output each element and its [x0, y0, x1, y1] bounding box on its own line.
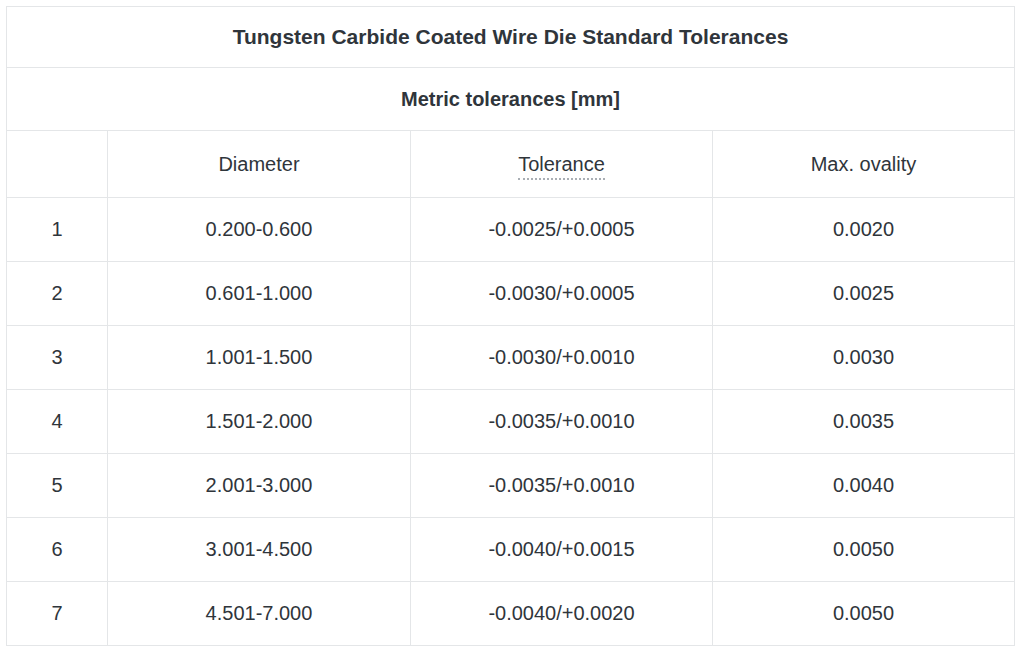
tolerance-cell: -0.0040/+0.0020	[411, 582, 713, 646]
tolerance-term[interactable]: Tolerance	[518, 153, 605, 180]
table-subtitle-row: Metric tolerances [mm]	[7, 68, 1015, 131]
table-row: 63.001-4.500-0.0040/+0.00150.0050	[7, 518, 1015, 582]
tolerance-cell: -0.0030/+0.0010	[411, 326, 713, 390]
max-ovality-cell: 0.0030	[713, 326, 1015, 390]
table-title-row: Tungsten Carbide Coated Wire Die Standar…	[7, 7, 1015, 68]
table-title: Tungsten Carbide Coated Wire Die Standar…	[7, 7, 1015, 68]
row-index-cell: 2	[7, 262, 108, 326]
tolerance-cell: -0.0035/+0.0010	[411, 454, 713, 518]
table-row: 74.501-7.000-0.0040/+0.00200.0050	[7, 582, 1015, 646]
table-row: 31.001-1.500-0.0030/+0.00100.0030	[7, 326, 1015, 390]
diameter-cell: 0.200-0.600	[108, 198, 411, 262]
table-header-row: Diameter Tolerance Max. ovality	[7, 131, 1015, 198]
max-ovality-cell: 0.0050	[713, 518, 1015, 582]
tolerance-cell: -0.0040/+0.0015	[411, 518, 713, 582]
row-index-cell: 3	[7, 326, 108, 390]
diameter-cell: 0.601-1.000	[108, 262, 411, 326]
max-ovality-cell: 0.0020	[713, 198, 1015, 262]
diameter-cell: 4.501-7.000	[108, 582, 411, 646]
diameter-cell: 2.001-3.000	[108, 454, 411, 518]
header-diameter: Diameter	[108, 131, 411, 198]
max-ovality-cell: 0.0025	[713, 262, 1015, 326]
table-row: 10.200-0.600-0.0025/+0.00050.0020	[7, 198, 1015, 262]
row-index-cell: 1	[7, 198, 108, 262]
table-row: 41.501-2.000-0.0035/+0.00100.0035	[7, 390, 1015, 454]
table-subtitle: Metric tolerances [mm]	[7, 68, 1015, 131]
tolerance-cell: -0.0035/+0.0010	[411, 390, 713, 454]
row-index-cell: 7	[7, 582, 108, 646]
header-max-ovality: Max. ovality	[713, 131, 1015, 198]
header-index	[7, 131, 108, 198]
tolerances-table: Tungsten Carbide Coated Wire Die Standar…	[6, 6, 1015, 646]
header-tolerance-cell: Tolerance	[411, 131, 713, 198]
table-row: 52.001-3.000-0.0035/+0.00100.0040	[7, 454, 1015, 518]
row-index-cell: 4	[7, 390, 108, 454]
max-ovality-cell: 0.0050	[713, 582, 1015, 646]
max-ovality-cell: 0.0040	[713, 454, 1015, 518]
tolerance-cell: -0.0025/+0.0005	[411, 198, 713, 262]
page: Tungsten Carbide Coated Wire Die Standar…	[0, 0, 1024, 651]
table-body: 10.200-0.600-0.0025/+0.00050.002020.601-…	[7, 198, 1015, 646]
max-ovality-cell: 0.0035	[713, 390, 1015, 454]
diameter-cell: 1.001-1.500	[108, 326, 411, 390]
tolerance-cell: -0.0030/+0.0005	[411, 262, 713, 326]
diameter-cell: 1.501-2.000	[108, 390, 411, 454]
row-index-cell: 6	[7, 518, 108, 582]
row-index-cell: 5	[7, 454, 108, 518]
table-row: 20.601-1.000-0.0030/+0.00050.0025	[7, 262, 1015, 326]
diameter-cell: 3.001-4.500	[108, 518, 411, 582]
